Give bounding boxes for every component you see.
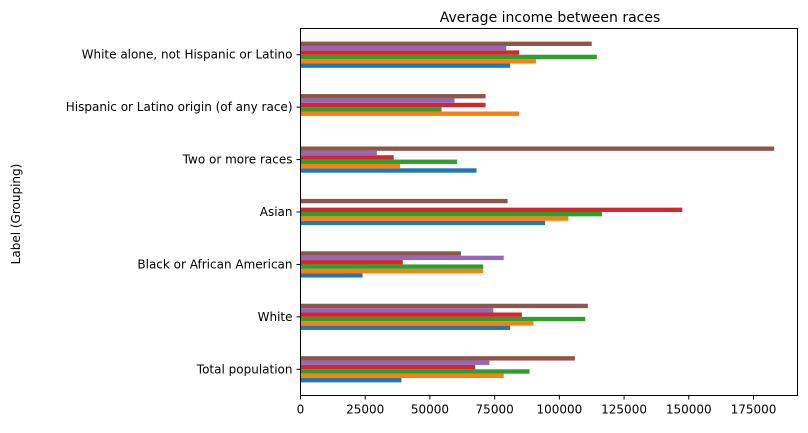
x-tick-label: 150000 — [666, 403, 712, 417]
bar-series-5-2 — [300, 255, 504, 261]
bar-series-5-4 — [300, 150, 377, 156]
x-tick-label: 175000 — [731, 403, 777, 417]
y-axis-label: Label (Grouping) — [9, 164, 23, 265]
bar-series-2-1 — [300, 321, 534, 326]
bar-series-3-6 — [300, 54, 597, 60]
bar-series-3-1 — [300, 316, 586, 322]
bar-series-2-6 — [300, 59, 537, 64]
bar-series-5-6 — [300, 45, 507, 51]
x-axis: 0 25000 50000 75000 100000 125000 150000 175000 — [297, 395, 777, 417]
x-tick-label: 50000 — [411, 403, 449, 417]
bar-series-1-0 — [300, 378, 402, 383]
bar-series-1-4 — [300, 168, 477, 173]
bar-series-3-4 — [300, 159, 458, 164]
bar-series-6-3 — [300, 198, 508, 204]
bar-series-6-1 — [300, 303, 588, 309]
bar-series-1-3 — [300, 220, 546, 226]
bar-series-4-5 — [300, 102, 486, 108]
bar-series-5-0 — [300, 360, 490, 365]
bar-series-6-0 — [300, 356, 575, 361]
plot-frame — [300, 28, 798, 396]
x-tick-label: 75000 — [476, 403, 514, 417]
bar-series-4-1 — [300, 312, 522, 317]
x-tick-label: 125000 — [601, 403, 647, 417]
y-tick-label: Total population — [196, 362, 293, 376]
bar-series-4-0 — [300, 364, 476, 370]
y-tick-label: White — [258, 310, 293, 324]
bar-series-2-0 — [300, 373, 504, 379]
bar-series-2-5 — [300, 111, 520, 116]
bar-series-5-5 — [300, 98, 455, 103]
bar-series-6-5 — [300, 94, 486, 99]
bar-series-6-2 — [300, 251, 461, 256]
x-tick-label: 100000 — [536, 403, 582, 417]
bar-series-4-4 — [300, 155, 394, 160]
y-tick-label: Black or African American — [137, 257, 292, 271]
chart-title: Average income between races — [440, 10, 661, 26]
y-tick-label: Asian — [260, 205, 293, 219]
bar-series-4-3 — [300, 207, 683, 212]
bar-series-1-1 — [300, 325, 511, 330]
y-axis: Total population White Black or African Am… — [66, 48, 301, 376]
bar-series-3-5 — [300, 107, 442, 112]
bar-series-1-6 — [300, 63, 511, 68]
y-tick-label: White alone, not Hispanic or Latino — [82, 48, 293, 62]
bar-series-4-2 — [300, 260, 403, 265]
bar-series-4-6 — [300, 50, 520, 55]
bar-series-3-2 — [300, 264, 483, 269]
x-tick-label: 25000 — [346, 403, 384, 417]
bar-series-3-3 — [300, 212, 603, 217]
x-tick-label: 0 — [297, 403, 305, 417]
bar-series-5-1 — [300, 308, 494, 313]
bar-series-6-4 — [300, 146, 775, 151]
y-tick-label: Two or more races — [182, 153, 293, 167]
bar-series-2-4 — [300, 163, 401, 169]
bar-series-2-2 — [300, 268, 483, 274]
bar-series-2-3 — [300, 216, 569, 221]
bar-series-3-0 — [300, 369, 530, 374]
bars-group — [300, 41, 775, 383]
y-tick-label: Hispanic or Latino origin (of any race) — [66, 100, 293, 114]
bar-series-1-2 — [300, 273, 363, 278]
bar-series-6-6 — [300, 41, 592, 46]
